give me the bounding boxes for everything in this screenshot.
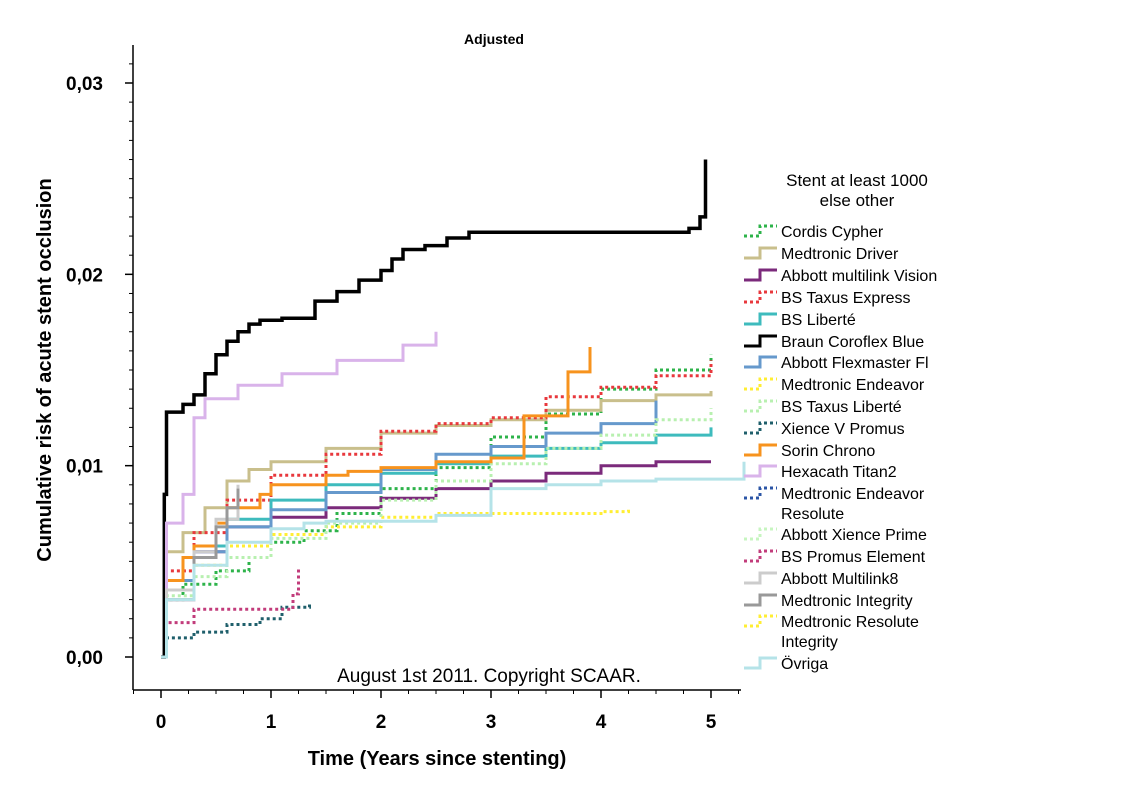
series-line-bs-taxus-libert bbox=[161, 408, 713, 659]
legend-swatch-abbott-multilink8 bbox=[744, 571, 777, 585]
legend-label-hexacath-titan2: Hexacath Titan2 bbox=[781, 464, 897, 481]
x-tick-label: 3 bbox=[486, 712, 497, 733]
x-tick-label: 2 bbox=[376, 712, 387, 733]
legend-swatch-bs-taxus-libert bbox=[744, 399, 777, 413]
x-tick-label: 1 bbox=[266, 712, 277, 733]
x-axis-title: Time (Years since stenting) bbox=[308, 748, 567, 770]
legend-title-line-1: Stent at least 1000 bbox=[786, 171, 928, 190]
series-line-vriga bbox=[161, 461, 746, 659]
legend-label-medtronic-endeavor: Medtronic Endeavor bbox=[781, 377, 925, 394]
legend-label-bs-libert: BS Liberté bbox=[781, 312, 856, 329]
series-line-hexacath-titan2 bbox=[161, 331, 438, 659]
series-line-medtronic-driver bbox=[161, 391, 713, 659]
legend-swatch-abbott-flexmaster-fl bbox=[744, 355, 777, 369]
legend-label-medtronic-resolute-integrity: Medtronic Resolute bbox=[781, 614, 919, 631]
axes: 0,00 0,01 0,02 0,03 0 1 2 3 4 5 bbox=[66, 45, 741, 733]
series-line-medtronic-endeavor bbox=[161, 509, 630, 659]
chart-title: Adjusted bbox=[464, 31, 524, 47]
legend: Stent at least 1000 else other Cordis Cy… bbox=[744, 171, 937, 673]
legend-label-abbott-multilink8: Abbott Multilink8 bbox=[781, 571, 898, 588]
legend-swatch-medtronic-resolute-integrity bbox=[744, 614, 777, 628]
legend-swatch-medtronic-integrity bbox=[744, 593, 777, 607]
series-line-bs-taxus-express bbox=[161, 360, 713, 659]
legend-label-medtronic-endeavor-resolute-line-2: Resolute bbox=[781, 506, 844, 523]
legend-swatch-medtronic-endeavor-resolute bbox=[744, 486, 777, 500]
legend-swatch-cordis-cypher bbox=[744, 224, 777, 238]
legend-swatch-hexacath-titan2 bbox=[744, 464, 777, 478]
legend-label-sorin-chrono: Sorin Chrono bbox=[781, 443, 875, 460]
legend-label-bs-taxus-express: BS Taxus Express bbox=[781, 290, 911, 307]
series-line-abbott-flexmaster-fl bbox=[161, 400, 658, 659]
copyright-annotation: August 1st 2011. Copyright SCAAR. bbox=[337, 666, 641, 687]
legend-swatch-medtronic-endeavor bbox=[744, 377, 777, 391]
legend-swatch-xience-v-promus bbox=[744, 421, 777, 435]
y-axis-title: Cumulative risk of acute stent occlusion bbox=[34, 178, 56, 561]
series-line-bs-promus-element bbox=[161, 569, 300, 659]
legend-swatch-sorin-chrono bbox=[744, 443, 777, 457]
legend-label-xience-v-promus: Xience V Promus bbox=[781, 421, 905, 438]
series-line-sorin-chrono bbox=[161, 347, 592, 659]
legend-swatch-abbott-xience-prime bbox=[744, 527, 777, 541]
legend-label-medtronic-endeavor-resolute: Medtronic Endeavor bbox=[781, 486, 925, 503]
x-tick-label: 0 bbox=[156, 712, 167, 733]
series-layer bbox=[161, 159, 746, 659]
legend-label-medtronic-integrity: Medtronic Integrity bbox=[781, 593, 913, 610]
x-tick-label: 4 bbox=[596, 712, 607, 733]
x-tick-label: 5 bbox=[706, 712, 717, 733]
legend-label-cordis-cypher: Cordis Cypher bbox=[781, 224, 884, 241]
legend-label-abbott-flexmaster-fl: Abbott Flexmaster Fl bbox=[781, 355, 929, 372]
legend-label-bs-promus-element: BS Promus Element bbox=[781, 549, 926, 566]
legend-swatch-bs-taxus-express bbox=[744, 290, 777, 304]
legend-label-braun-coroflex-blue: Braun Coroflex Blue bbox=[781, 334, 924, 351]
legend-swatch-medtronic-driver bbox=[744, 246, 777, 260]
series-line-braun-coroflex-blue bbox=[161, 159, 708, 659]
legend-swatch-abbott-multilink-vision bbox=[744, 268, 777, 282]
legend-label-medtronic-driver: Medtronic Driver bbox=[781, 246, 899, 263]
y-tick-label: 0,02 bbox=[66, 265, 103, 286]
legend-swatch-vriga bbox=[744, 656, 777, 670]
legend-swatch-bs-promus-element bbox=[744, 549, 777, 563]
y-tick-label: 0,00 bbox=[66, 648, 103, 669]
legend-swatch-braun-coroflex-blue bbox=[744, 334, 777, 348]
legend-label-abbott-multilink-vision: Abbott multilink Vision bbox=[781, 268, 937, 285]
y-tick-label: 0,01 bbox=[66, 457, 103, 478]
legend-label-medtronic-resolute-integrity-line-2: Integrity bbox=[781, 634, 838, 651]
legend-title-line-2: else other bbox=[820, 191, 895, 210]
legend-label-abbott-xience-prime: Abbott Xience Prime bbox=[781, 527, 927, 544]
y-tick-label: 0,03 bbox=[66, 74, 103, 95]
legend-label-vriga: Övriga bbox=[781, 655, 828, 673]
legend-swatch-bs-libert bbox=[744, 312, 777, 326]
legend-label-bs-taxus-libert: BS Taxus Liberté bbox=[781, 399, 902, 416]
